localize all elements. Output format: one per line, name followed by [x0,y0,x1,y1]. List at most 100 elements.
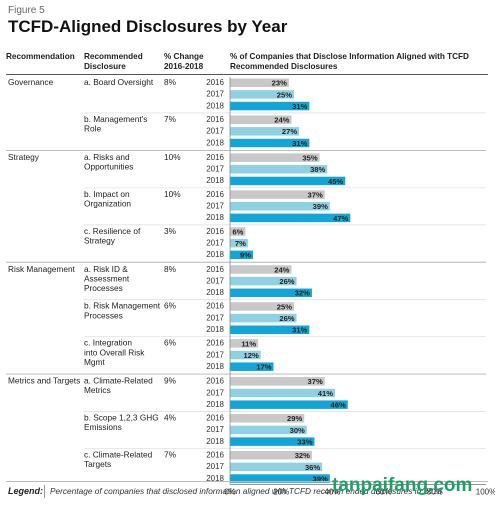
bar-2018 [230,176,346,186]
bar-2017 [230,127,300,136]
disclosure-label: Organization [84,198,131,208]
year-tick-label: 2017 [206,350,224,359]
bar-2016 [230,414,305,423]
disclosure-label: b. Management's [84,114,147,124]
disclosure-label: Targets [84,459,111,469]
disclosure-label: c. Integration [84,338,132,348]
recommendation-label: Risk Management [8,264,76,274]
header-divider [6,74,488,75]
disclosure-label: into Overall Risk [84,347,145,357]
pct-change-value: 7% [164,114,177,124]
bar-2016 [230,377,325,386]
bar-2018 [230,325,310,334]
year-tick-label: 2018 [206,288,224,297]
header-recommendation: Recommendation [6,52,75,61]
pct-change-value: 3% [164,226,177,236]
bar-value-label: 37% [308,190,323,199]
legend-title: Legend: [8,486,43,496]
bar-value-label: 25% [277,302,292,311]
year-tick-label: 2017 [206,313,224,322]
year-tick-label: 2017 [206,276,224,285]
bar-2018 [230,101,310,111]
bar-2016 [230,339,259,348]
bar-value-label: 24% [274,265,289,274]
bar-value-label: 37% [308,377,323,386]
bar-value-label: 6% [232,227,243,236]
x-tick-label: 20% [273,487,289,496]
pct-change-value: 7% [164,450,177,460]
bar-2016 [230,153,320,162]
pct-change-value: 4% [164,413,177,423]
disclosure-label: Opportunities [84,162,133,172]
pct-change-value: 6% [164,301,177,311]
bar-value-label: 46% [331,401,346,410]
recommendation-label: Governance [8,77,54,87]
year-tick-label: 2017 [206,90,224,99]
year-tick-label: 2017 [206,202,224,211]
year-tick-label: 2018 [206,400,224,409]
bar-value-label: 39% [313,202,328,211]
year-tick-label: 2018 [206,437,224,446]
bar-value-label: 26% [279,277,294,286]
pct-change-value: 10% [164,152,181,162]
bar-value-label: 47% [333,214,348,223]
year-tick-label: 2016 [206,377,224,386]
year-tick-label: 2016 [206,78,224,87]
disclosure-label: b. Scope 1,2,3 GHG [84,413,159,423]
bar-value-label: 45% [328,177,343,186]
header-disclosure: Recommended Disclosure [84,52,143,71]
bar-value-label: 12% [244,351,259,360]
recommendation-label: Metrics and Targets [8,376,80,386]
year-tick-label: 2018 [206,176,224,185]
bar-2016 [230,115,292,124]
bar-2016 [230,190,325,199]
legend-separator [44,485,45,498]
year-tick-label: 2017 [206,165,224,174]
bar-2018 [230,362,274,371]
bar-value-label: 30% [290,426,305,435]
bar-value-label: 7% [235,239,246,248]
year-tick-label: 2016 [206,339,224,348]
disclosure-label: a. Climate-Related [84,376,153,386]
disclosure-label: Metrics [84,385,111,395]
bar-value-label: 38% [310,165,325,174]
chart-title: TCFD-Aligned Disclosures by Year [8,17,288,36]
disclosure-label: Assessment [84,273,130,283]
year-tick-label: 2017 [206,238,224,247]
bar-value-label: 29% [287,414,302,423]
bar-2017 [230,350,261,360]
bar-2018 [230,213,351,223]
x-tick-label: 80% [427,487,443,496]
bar-2017 [230,425,307,435]
year-tick-label: 2016 [206,153,224,162]
bar-value-label: 31% [292,326,307,335]
year-tick-label: 2018 [206,325,224,334]
bar-2018 [230,474,330,483]
bar-2016 [230,227,246,236]
bar-2016 [230,302,294,311]
x-tick-label: 40% [324,487,340,496]
year-tick-label: 2016 [206,414,224,423]
disclosure-label: Processes [84,283,123,293]
header-pct-change: % Change 2016-2018 [164,52,204,71]
year-tick-label: 2016 [206,190,224,199]
bar-value-label: 31% [292,139,307,148]
disclosure-label: Role [84,124,101,134]
year-tick-label: 2016 [206,115,224,124]
bar-value-label: 36% [305,463,320,472]
disclosure-label: Processes [84,310,123,320]
bar-value-label: 27% [282,127,297,136]
disclosure-label: c. Climate-Related [84,450,153,460]
bar-value-label: 33% [297,437,312,446]
bar-value-label: 26% [279,314,294,323]
pct-change-value: 8% [164,77,177,87]
year-tick-label: 2016 [206,227,224,236]
bar-value-label: 32% [295,289,310,298]
year-tick-label: 2017 [206,425,224,434]
bar-2017 [230,313,297,323]
bar-2018 [230,250,254,260]
bar-2018 [230,288,312,298]
bar-value-label: 11% [241,339,256,348]
disclosure-label: a. Board Oversight [84,77,154,87]
